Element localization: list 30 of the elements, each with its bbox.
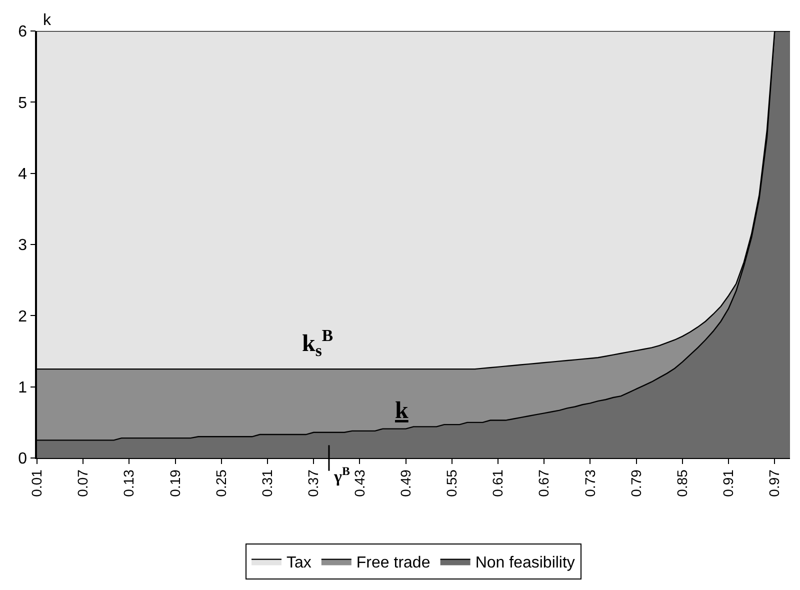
x-tick-label: 0.37 — [305, 469, 322, 497]
y-tick-label: 5 — [18, 94, 28, 112]
x-tick-label: 0.01 — [28, 469, 45, 497]
x-tick-label: 0.61 — [490, 469, 506, 497]
x-tick-label: 0.79 — [628, 469, 644, 497]
x-tick-label: 0.73 — [582, 469, 598, 497]
x-tick-label: 0.67 — [536, 469, 552, 497]
y-tick-label: 4 — [18, 166, 28, 183]
x-tick-label: 0.19 — [166, 469, 183, 497]
x-tick-label: 0.31 — [259, 469, 276, 497]
annotation: k — [395, 398, 409, 424]
y-axis-title: k — [43, 12, 52, 29]
y-tick-label: 3 — [18, 237, 28, 254]
y-tick-label: 0 — [18, 450, 28, 468]
x-tick-label: 0.07 — [74, 469, 91, 497]
x-tick-label: 0.43 — [351, 469, 368, 497]
x-tick-label: 0.97 — [766, 469, 782, 497]
legend-label: Tax — [286, 554, 312, 572]
x-tick-label: 0.49 — [397, 469, 414, 497]
legend-label: Free trade — [356, 554, 430, 572]
x-tick-label: 0.91 — [720, 469, 736, 497]
text: γ$^{B}$ — [333, 464, 350, 486]
x-tick-label: 0.13 — [120, 469, 137, 497]
x-tick-label: 0.85 — [674, 469, 690, 497]
legend-label: Non feasibility — [475, 554, 575, 572]
y-tick-label: 6 — [18, 24, 28, 41]
y-tick-label: 1 — [18, 379, 28, 396]
x-tick-label: 0.55 — [443, 469, 460, 497]
y-tick-label: 2 — [18, 308, 28, 326]
x-tick-label: 0.25 — [212, 469, 229, 497]
